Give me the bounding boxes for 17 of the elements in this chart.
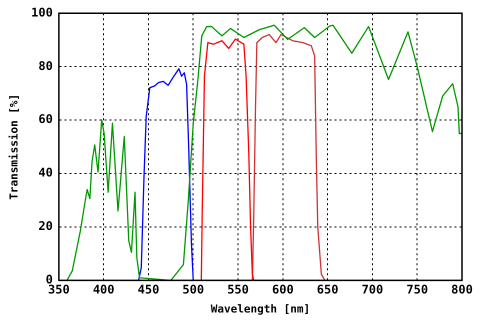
x-tick-label: 450 — [138, 282, 160, 297]
y-tick-label: 100 — [31, 5, 53, 20]
x-tick-label: 650 — [316, 282, 338, 297]
y-tick-label: 20 — [38, 219, 53, 234]
y-tick-label: 60 — [38, 112, 53, 126]
x-tick-label: 350 — [48, 282, 70, 297]
x-tick-label: 700 — [362, 282, 384, 297]
y-axis-title: Transmission [%] — [7, 94, 20, 200]
x-tick-label: 550 — [227, 282, 249, 297]
x-tick-label: 800 — [451, 282, 473, 297]
x-axis-title: Wavelength [nm] — [210, 302, 310, 316]
y-tick-label: 80 — [38, 58, 53, 73]
x-tick-label: 500 — [182, 282, 204, 297]
x-tick-label: 600 — [272, 282, 294, 297]
x-tick-label: 400 — [92, 282, 115, 297]
y-tick-label: 40 — [38, 166, 53, 180]
x-tick-label: 750 — [406, 282, 428, 297]
